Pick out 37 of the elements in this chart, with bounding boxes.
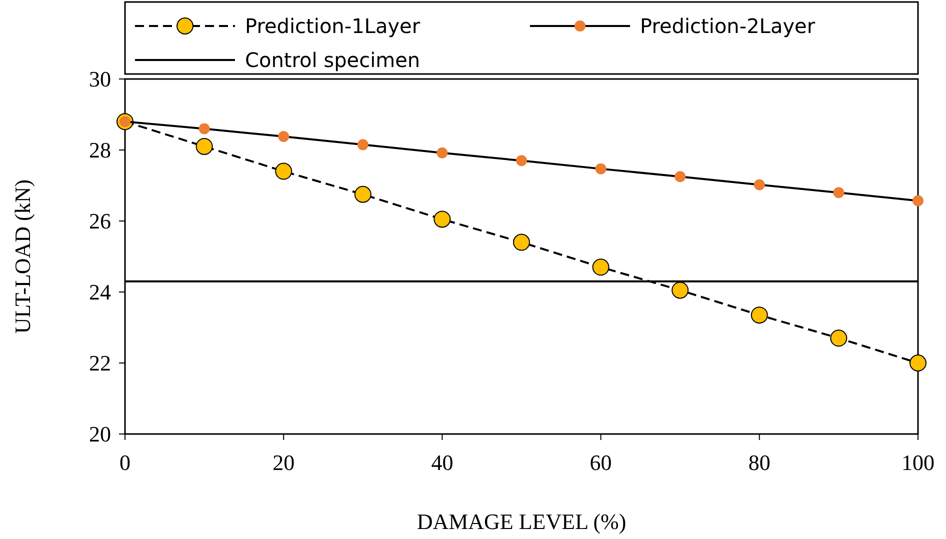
point [278,131,290,142]
point [592,258,610,276]
point [912,195,924,206]
x-tick-label: 0 [120,450,130,475]
y-tick-label: 30 [89,66,111,92]
y-tick-label: 20 [89,422,111,447]
point [754,179,765,190]
legend-label: Prediction-2Layer [640,14,816,38]
y-tick-label: 26 [89,208,111,234]
x-tick-label: 80 [748,450,770,475]
x-tick-label: 20 [272,450,295,475]
y-tick-label: 28 [89,138,111,163]
point [198,123,210,134]
point [672,282,689,299]
x-tick-label: 60 [590,450,612,475]
point [750,306,768,324]
point [833,187,844,198]
point [196,138,213,155]
point [516,155,527,166]
point [357,139,368,150]
legend-label: Control specimen [245,48,420,72]
y-tick-label: 24 [89,280,111,305]
point [910,354,926,372]
y-tick-label: 22 [89,350,111,376]
y-axis-title: ULT-LOAD (kN) [10,179,35,334]
x-tick-label: 40 [431,450,454,475]
x-axis-title: DAMAGE LEVEL (%) [416,509,626,534]
point [354,186,372,203]
point [434,210,451,228]
point [513,234,530,251]
point [674,171,686,182]
legend-label: Prediction-1Layer [245,14,421,38]
x-tick-label: 100 [902,450,934,475]
point [275,162,292,180]
point [436,147,448,158]
point [595,163,606,174]
point [830,330,848,347]
